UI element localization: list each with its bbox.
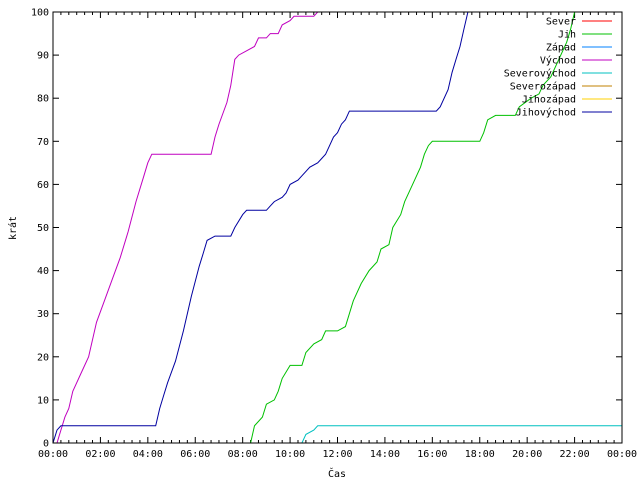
- y-tick-label: 80: [37, 94, 49, 105]
- y-tick-label: 40: [37, 266, 49, 277]
- x-axis-label: Čas: [328, 467, 346, 480]
- y-tick-label: 0: [43, 439, 49, 450]
- plot-frame: [52, 11, 623, 444]
- legend: Sever JihZápadVýchodSeverovýchodSeverozáp…: [504, 17, 612, 119]
- x-tick-label: 20:00: [512, 449, 542, 460]
- y-tick-label: 50: [37, 223, 49, 234]
- series-line-severovychod: [301, 425, 622, 444]
- legend-label-severozapad: Severozápad: [510, 81, 576, 93]
- x-tick-label: 10:00: [275, 449, 305, 460]
- x-tick-label: 00:00: [607, 449, 637, 460]
- legend-label-zapad: Západ: [546, 42, 576, 54]
- legend-label-jihozapad: Jihozápad: [522, 94, 576, 106]
- y-tick-label: 10: [37, 395, 49, 406]
- x-tick-label: 18:00: [465, 449, 495, 460]
- legend-label-jih: Jih: [558, 30, 576, 41]
- x-tick-label: 12:00: [322, 449, 352, 460]
- y-axis-label: krát: [7, 216, 19, 240]
- series-line-vychod: [53, 11, 319, 444]
- x-tick-label: 02:00: [85, 449, 115, 460]
- y-tick-label: 30: [37, 309, 49, 320]
- x-tick-label: 16:00: [417, 449, 447, 460]
- series-line-jih: [250, 11, 576, 444]
- x-tick-label: 22:00: [560, 449, 590, 460]
- y-tick-label: 90: [37, 51, 49, 62]
- legend-label-jihovychod: Jihovýchod: [516, 107, 576, 119]
- y-tick-label: 60: [37, 180, 49, 191]
- legend-label-vychod: Východ: [540, 55, 576, 67]
- x-tick-label: 04:00: [133, 449, 163, 460]
- x-tick-label: 14:00: [370, 449, 400, 460]
- y-tick-label: 20: [37, 352, 49, 363]
- ticks: 0 10 20 30 40 50 60 70 80 90 100 00:00 02:00 04:00 06:…: [31, 8, 637, 461]
- x-tick-label: 00:00: [38, 449, 68, 460]
- legend-label-severovychod: Severovýchod: [504, 68, 576, 80]
- series-lines: [52, 11, 622, 444]
- y-tick-label: 100: [31, 8, 49, 19]
- series-line-jihovychod: [52, 11, 469, 444]
- x-tick-label: 08:00: [228, 449, 258, 460]
- y-tick-label: 70: [37, 137, 49, 148]
- legend-label-sever: Sever: [546, 17, 576, 28]
- x-tick-label: 06:00: [180, 449, 210, 460]
